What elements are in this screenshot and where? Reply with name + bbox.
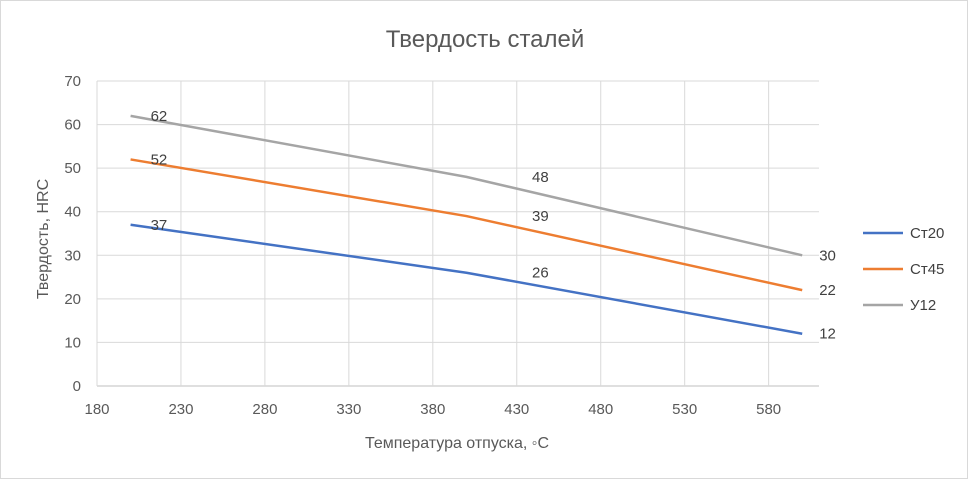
y-axis-title: Твердость, HRC (35, 179, 52, 299)
x-tick-label: 430 (504, 401, 529, 418)
legend-entry: Ст20 (910, 225, 944, 242)
data-labels: 37 26 12 52 39 22 62 48 30 (151, 108, 836, 343)
x-axis-ticks: 180 230 280 330 380 430 480 530 580 (84, 401, 781, 418)
data-label: 12 (819, 326, 836, 343)
y-tick-label: 40 (64, 204, 81, 221)
legend: Ст20 Ст45 У12 (863, 225, 944, 314)
legend-entry: У12 (910, 297, 936, 314)
x-tick-label: 330 (336, 401, 361, 418)
x-tick-label: 230 (168, 401, 193, 418)
y-tick-label: 70 (64, 73, 81, 90)
data-label: 22 (819, 282, 836, 299)
data-label: 30 (819, 247, 836, 264)
x-tick-label: 280 (252, 401, 277, 418)
data-label: 26 (532, 265, 549, 282)
y-tick-label: 20 (64, 291, 81, 308)
x-axis-title: Температура отпуска, ◦C (365, 435, 549, 452)
data-label: 62 (151, 108, 168, 125)
legend-entry: Ст45 (910, 261, 944, 278)
series-line-3 (130, 114, 803, 257)
y-tick-label: 50 (64, 160, 81, 177)
x-tick-label: 580 (756, 401, 781, 418)
x-tick-label: 380 (420, 401, 445, 418)
y-tick-label: 10 (64, 334, 81, 351)
y-tick-label: 60 (64, 117, 81, 134)
data-label: 37 (151, 217, 168, 234)
x-tick-label: 480 (588, 401, 613, 418)
data-label: 39 (532, 208, 549, 225)
series-line-1 (130, 223, 803, 335)
gridlines (96, 80, 819, 387)
series-line-2 (130, 158, 803, 292)
data-label: 52 (151, 151, 168, 168)
chart-title: Твердость сталей (386, 26, 585, 53)
y-tick-label: 30 (64, 247, 81, 264)
data-label: 48 (532, 169, 549, 186)
y-axis-ticks: 0 10 20 30 40 50 60 70 (64, 73, 81, 395)
y-tick-label: 0 (73, 378, 81, 395)
series-lines (130, 114, 803, 335)
x-tick-label: 530 (672, 401, 697, 418)
x-tick-label: 180 (84, 401, 109, 418)
